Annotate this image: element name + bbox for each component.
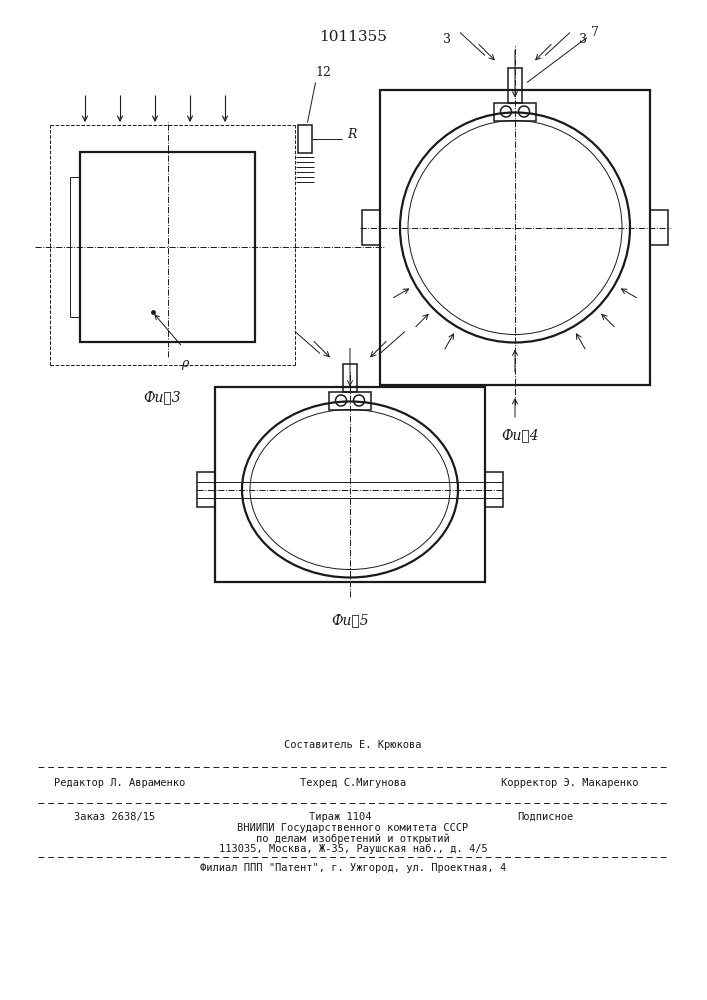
Bar — [197, 472, 215, 507]
Bar — [329, 391, 371, 410]
Bar — [298, 125, 312, 153]
Text: 7: 7 — [591, 26, 599, 39]
Bar — [362, 210, 380, 245]
Text: по делам изобретений и открытий: по делам изобретений и открытий — [256, 834, 450, 844]
Bar — [650, 210, 668, 245]
Bar — [215, 387, 485, 582]
Bar — [80, 152, 255, 342]
Text: R: R — [347, 127, 356, 140]
Text: ВНИИПИ Государственного комитета СССР: ВНИИПИ Государственного комитета СССР — [238, 823, 469, 833]
Text: Техред С.Мигунова: Техред С.Мигунова — [300, 778, 406, 788]
Text: Заказ 2638/15: Заказ 2638/15 — [74, 812, 156, 822]
Text: Фи⸖3: Фи⸖3 — [144, 390, 181, 404]
Text: 3: 3 — [443, 33, 451, 46]
Text: Подписное: Подписное — [517, 812, 573, 822]
Text: Составитель Е. Крюкова: Составитель Е. Крюкова — [284, 740, 422, 750]
Bar — [485, 472, 503, 507]
Text: 113035, Москва, Ж-35, Раушская наб., д. 4/5: 113035, Москва, Ж-35, Раушская наб., д. … — [218, 844, 487, 854]
Text: Редактор Л. Авраменко: Редактор Л. Авраменко — [54, 778, 186, 788]
Text: ρ: ρ — [181, 357, 188, 370]
Bar — [508, 68, 522, 103]
Text: 12: 12 — [315, 66, 331, 79]
Text: 1011355: 1011355 — [319, 30, 387, 44]
Bar — [380, 90, 650, 385]
Text: Фи⸖4: Фи⸖4 — [501, 428, 539, 442]
Bar — [494, 103, 536, 120]
Text: Корректор Э. Макаренко: Корректор Э. Макаренко — [501, 778, 638, 788]
Bar — [343, 363, 357, 391]
Text: Фи⸖5: Фи⸖5 — [331, 613, 369, 627]
Text: 3: 3 — [579, 33, 587, 46]
Text: Филиал ППП "Патент", г. Ужгород, ул. Проектная, 4: Филиал ППП "Патент", г. Ужгород, ул. Про… — [200, 863, 506, 873]
Text: Тираж 1104: Тираж 1104 — [309, 812, 371, 822]
